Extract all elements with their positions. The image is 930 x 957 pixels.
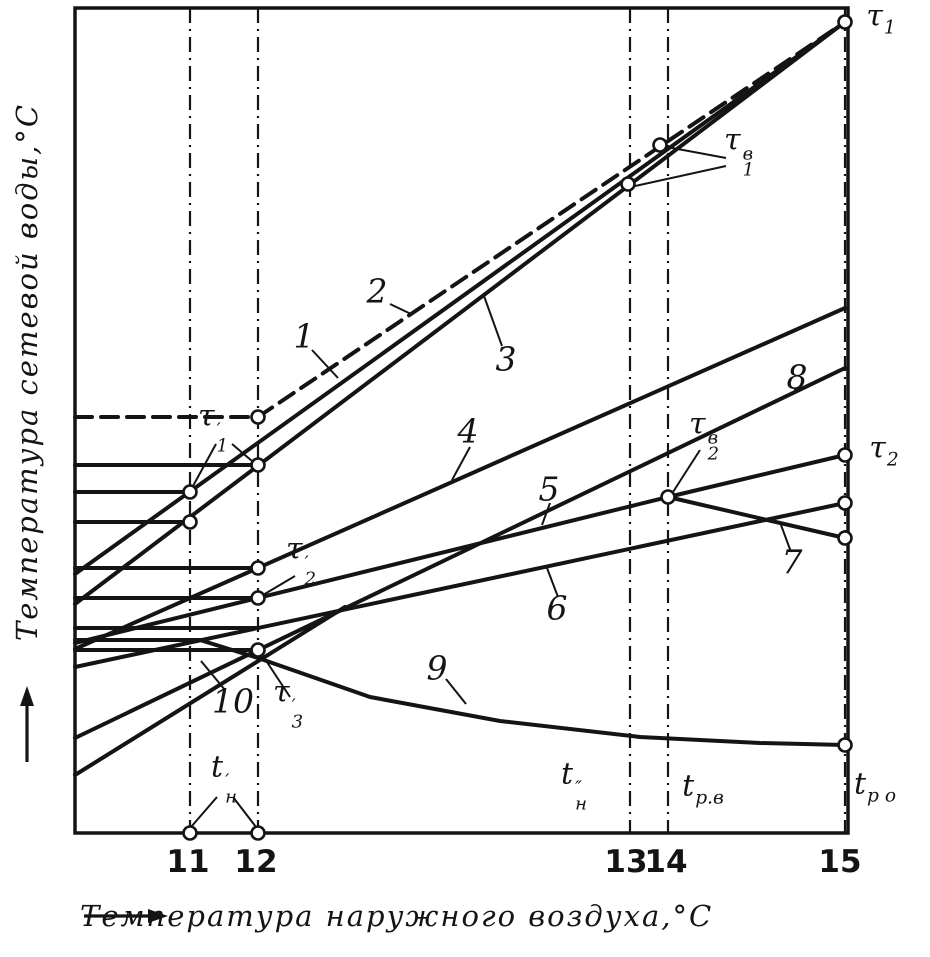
leader-line: [231, 443, 253, 462]
curve-4: [73, 306, 847, 651]
leader-line: [546, 567, 559, 598]
leader-line: [541, 502, 551, 526]
point-marker: [837, 495, 853, 511]
point-marker: [837, 447, 853, 463]
point-marker: [182, 484, 198, 500]
point-marker: [837, 737, 853, 753]
y-axis-title-text: Температура сетевой воды,°С: [10, 102, 44, 642]
leader-line: [445, 678, 467, 705]
leader-line: [793, 386, 807, 391]
leader-line: [200, 660, 226, 691]
leader-line: [672, 449, 701, 493]
curve-10: [73, 605, 347, 777]
point-marker: [182, 825, 198, 841]
curve-3: [73, 20, 847, 576]
point-marker: [250, 642, 266, 658]
curve-7: [666, 495, 847, 540]
leader-line: [780, 524, 792, 553]
x-axis-arrow: [84, 909, 168, 923]
leader-line: [483, 295, 503, 347]
curve-2: [73, 20, 847, 606]
curve-9: [198, 638, 847, 747]
x-axis-title: Температура наружного воздуха,°С: [80, 899, 713, 933]
x-axis-title-text: Температура наружного воздуха,°С: [80, 899, 714, 933]
leader-line: [311, 349, 339, 379]
y-axis-title: Температура сетевой воды,°С: [10, 103, 44, 641]
leader-line: [262, 655, 291, 698]
leader-line: [232, 796, 257, 828]
point-marker: [660, 489, 676, 505]
leader-line: [451, 446, 471, 481]
y-axis-arrow: [20, 686, 34, 762]
point-marker: [250, 409, 266, 425]
point-marker: [620, 176, 636, 192]
point-marker: [182, 514, 198, 530]
plot-frame: [73, 6, 850, 835]
leader-line: [666, 146, 727, 159]
leader-line: [190, 796, 218, 828]
leader-line: [634, 165, 727, 187]
point-marker: [837, 14, 853, 30]
curve-1: [256, 20, 847, 419]
point-marker: [250, 590, 266, 606]
leader-line: [389, 303, 412, 315]
curve-8: [73, 366, 847, 740]
point-marker: [250, 457, 266, 473]
leader-line: [192, 443, 217, 487]
point-marker: [837, 530, 853, 546]
point-marker: [652, 137, 668, 153]
point-marker: [250, 825, 266, 841]
leader-line: [262, 575, 296, 596]
point-marker: [250, 560, 266, 576]
